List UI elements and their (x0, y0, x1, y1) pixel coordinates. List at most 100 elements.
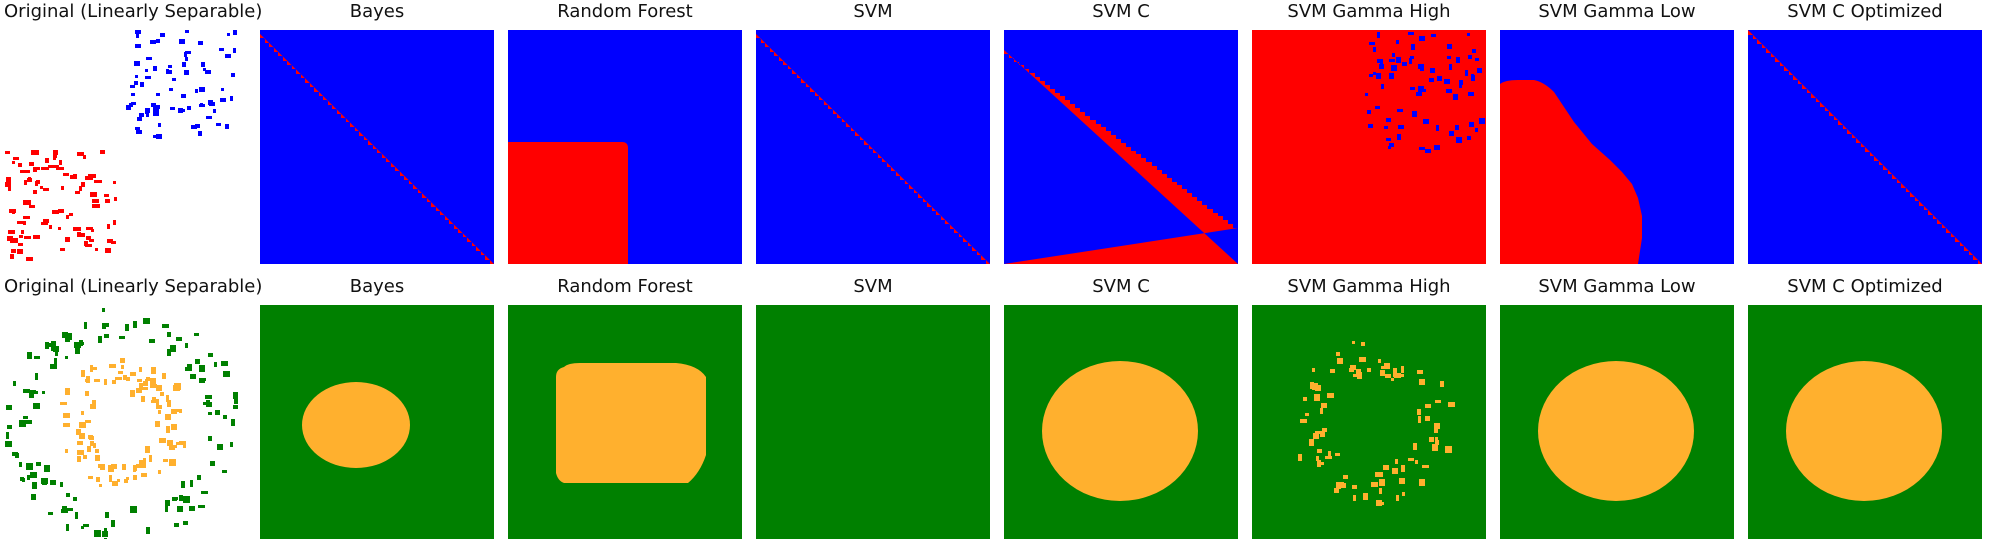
r1-c6-class-b-point-52 (1423, 119, 1429, 124)
r2-c1-class-a-point-67 (170, 345, 176, 352)
r1-c1-class-a-point-70 (36, 180, 40, 184)
r1-c1-class-b-point-47 (216, 123, 221, 126)
r2-c6-class-b-point-16 (1371, 482, 1378, 487)
r1-c6-class-b-point-41 (1369, 42, 1375, 45)
r2-c6-class-b-point-28 (1317, 460, 1321, 467)
r1-c1-class-b-point-75 (198, 41, 203, 45)
r1-c1-class-a-point-30 (17, 249, 23, 254)
r1-c1-class-b-point-44 (166, 69, 169, 74)
r1-c6-class-b-point-22 (1436, 125, 1439, 131)
r1-c1-class-b-point-78 (135, 30, 141, 34)
r2-c1-class-a-point-91 (15, 453, 19, 458)
r1-c1-class-b-point-61 (155, 113, 159, 116)
r1-c6-class-b-point-40 (1447, 56, 1451, 59)
r2-c1-class-a-point-93 (223, 415, 227, 419)
r2-c1-class-b-point-69 (160, 392, 164, 396)
r2-c1-class-a-point-64 (73, 497, 77, 501)
r2-c1-class-b-point-19 (122, 464, 126, 470)
r2-c6-class-b-point-61 (1353, 374, 1359, 377)
panel-title-1-3: Random Forest (557, 1, 693, 22)
r2-c1-class-a-point-78 (103, 323, 109, 327)
r1-c1-class-b-point-26 (131, 102, 136, 105)
r2-c1-class-a-point-37 (65, 333, 72, 340)
r1-c1-class-b-point-54 (221, 88, 224, 91)
r2-c1-class-a-point-75 (27, 475, 30, 480)
r2-c6-class-b-point-59 (1312, 383, 1318, 390)
r2-c1-class-a-point-79 (34, 356, 40, 359)
r1-c1-class-a-point-50 (94, 180, 102, 183)
r2-c1-class-a-point-98 (48, 512, 53, 515)
r1-c1-class-b-point-72 (199, 104, 205, 107)
r1-c1-class-a-point-21 (92, 199, 99, 203)
r2-c1-class-a-point-13 (51, 346, 58, 351)
r2-c6-class-b-point-48 (1402, 492, 1405, 496)
r1-c1-class-a-point-35 (75, 191, 80, 194)
r1-c1-class-a-point-11 (73, 174, 77, 179)
r2-c6-class-b-point-13 (1385, 374, 1391, 378)
r2-c1-class-a-point-118 (83, 524, 89, 527)
r2-c1-class-b-point-83 (166, 395, 169, 402)
r1-c1-class-b-point-23 (153, 66, 157, 71)
r1-c6-class-b-point-32 (1411, 44, 1415, 50)
r2-c1-class-a-point-97 (104, 334, 109, 338)
r2-c1-class-a-point-68 (149, 339, 155, 343)
r2-c1-class-a-point-24 (190, 374, 196, 379)
r2-c1-class-b-point-25 (166, 426, 170, 433)
r2-c1-class-a-point-112 (27, 352, 32, 359)
r2-c1-class-a-point-17 (50, 364, 57, 369)
r2-c7-region-class-b (1538, 361, 1694, 501)
r1-c1-class-b-point-11 (136, 33, 139, 38)
r1-c6-class-b-point-77 (1397, 109, 1403, 112)
r1-c1-class-a-point-82 (48, 165, 56, 168)
panel-1-7: SVM Gamma Low (1500, 0, 1734, 264)
r2-c1-class-a-point-81 (42, 482, 47, 485)
r1-c6-class-b-point-20 (1398, 125, 1404, 129)
r2-c1-class-b-point-59 (76, 429, 81, 435)
plot-2-1 (4, 305, 238, 539)
r2-c1-class-a-point-5 (35, 373, 38, 380)
r2-c1-class-a-point-12 (222, 470, 227, 473)
r1-c1-class-a-point-58 (33, 190, 37, 194)
r2-c1-class-b-point-104 (167, 440, 173, 446)
r1-c8-region-class-a (1748, 30, 1982, 264)
r2-c1-class-a-point-100 (44, 465, 50, 472)
r1-c1-class-a-point-57 (33, 167, 37, 172)
r2-c1-class-b-point-78 (171, 424, 177, 430)
r2-c1-class-b-point-29 (99, 484, 102, 487)
r2-c1-class-a-point-31 (179, 495, 183, 501)
plot-1-2 (260, 30, 494, 264)
r1-c1-class-b-point-10 (203, 68, 206, 71)
r1-c1-class-a-point-60 (79, 186, 82, 191)
r2-c1-class-b-point-49 (130, 390, 135, 397)
r2-c1-class-a-point-82 (233, 392, 238, 399)
r1-c1-class-b-point-21 (136, 130, 142, 134)
r2-c1-class-a-point-121 (94, 530, 101, 537)
r2-c6-class-b-point-90 (1413, 443, 1417, 450)
r2-c1-class-b-point-60 (156, 405, 162, 409)
r2-c1-class-a-point-103 (67, 508, 73, 511)
r1-c1-class-a-point-41 (37, 167, 40, 170)
r1-c1-class-b-point-67 (146, 57, 152, 60)
r1-c6-class-b-point-30 (1430, 68, 1435, 73)
plot-1-8 (1748, 30, 1982, 264)
panel-title-2-5: SVM C (1092, 276, 1150, 297)
plot-2-8 (1748, 305, 1982, 539)
r2-c1-class-a-point-74 (32, 482, 37, 489)
r2-c1-class-a-point-4 (111, 520, 115, 527)
r2-c6-class-b-point-1 (1315, 431, 1321, 434)
r2-c1-class-b-point-13 (112, 380, 116, 384)
r2-c1-class-b-point-9 (150, 378, 156, 384)
r2-c1-class-b-point-30 (92, 367, 97, 370)
r1-c1-class-b-point-69 (146, 114, 149, 117)
r1-c1-class-a-point-55 (73, 227, 81, 231)
r2-c6-class-b-point-67 (1309, 439, 1314, 446)
r2-c1-class-b-point-43 (83, 455, 87, 459)
r1-c1-class-b-point-62 (134, 61, 140, 66)
r1-c1-class-b-point-55 (233, 48, 236, 53)
r1-c1-class-a-point-84 (86, 227, 93, 230)
r1-c1-class-a-point-15 (86, 236, 91, 240)
panel-1-6: SVM Gamma High (1252, 0, 1486, 264)
r2-c1-class-a-point-34 (13, 381, 16, 386)
r2-c6-class-b-point-92 (1314, 394, 1320, 401)
r2-c6-class-b-point-35 (1300, 419, 1307, 423)
